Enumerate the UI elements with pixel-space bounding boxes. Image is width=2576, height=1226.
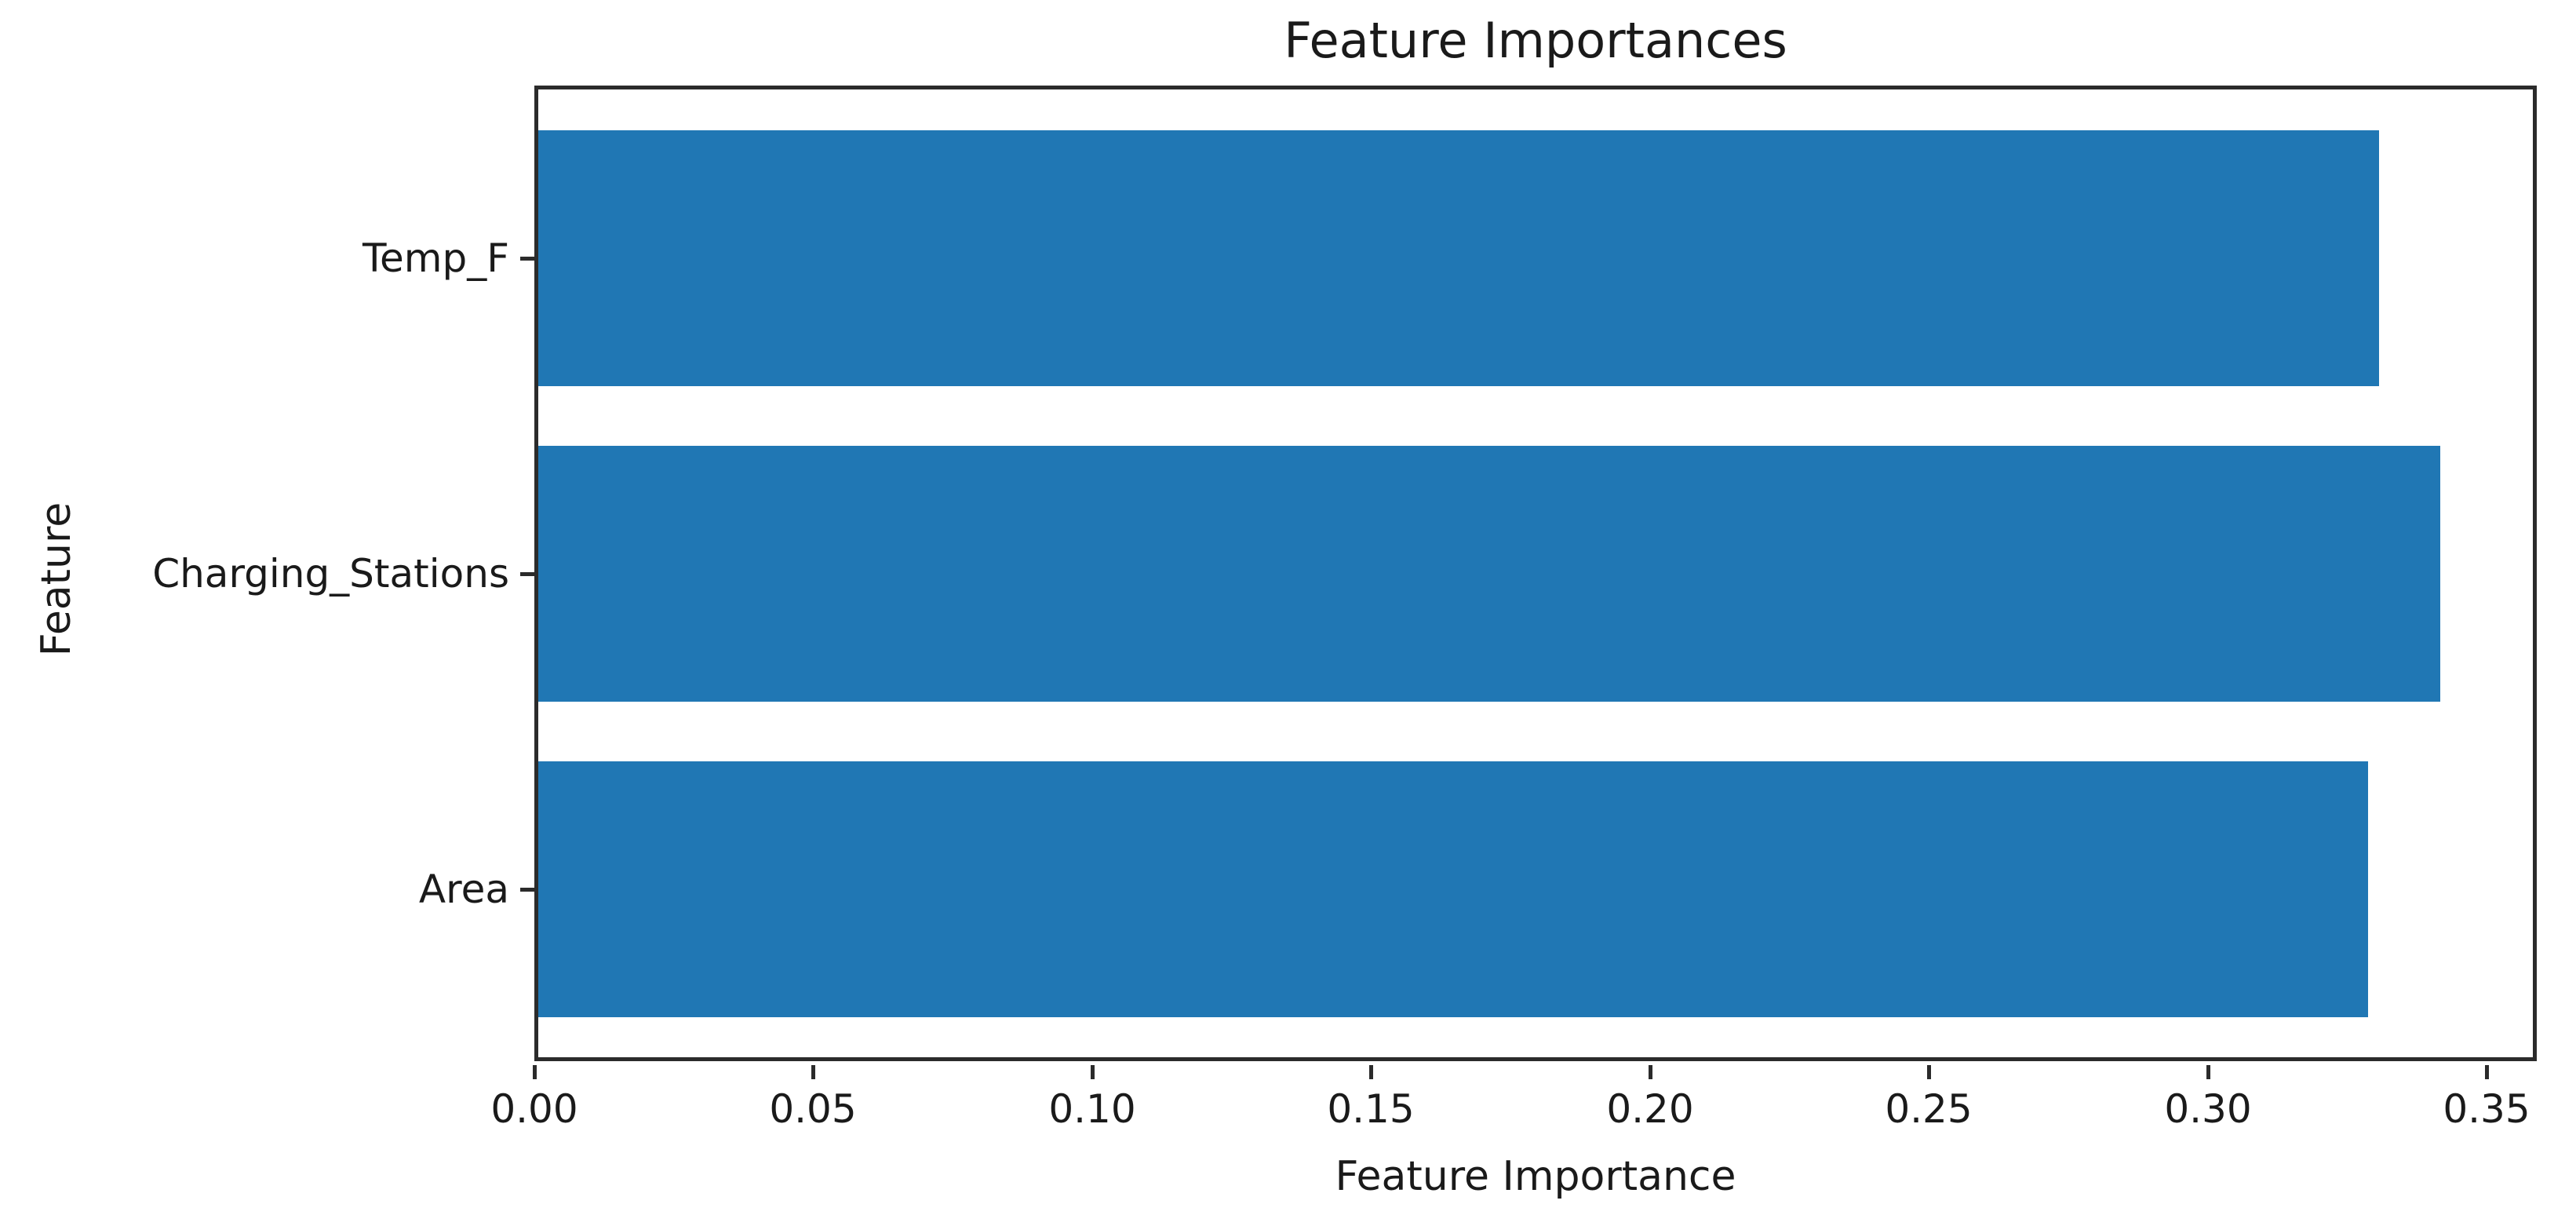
x-tick-mark	[2485, 1065, 2489, 1079]
y-tick-label-area: Area	[418, 866, 509, 912]
x-tick-label-0.35: 0.35	[2443, 1086, 2530, 1132]
x-tick-mark	[811, 1065, 815, 1079]
x-tick-mark	[2206, 1065, 2210, 1079]
x-tick-mark	[1091, 1065, 1095, 1079]
y-tick-mark	[520, 256, 534, 261]
x-tick-mark	[1369, 1065, 1373, 1079]
x-tick-mark	[533, 1065, 537, 1079]
x-tick-mark	[1927, 1065, 1931, 1079]
y-tick-label-charging_stations: Charging_Stations	[152, 550, 509, 597]
x-tick-mark	[1649, 1065, 1652, 1079]
x-tick-label-0.20: 0.20	[1606, 1086, 1694, 1132]
x-tick-label-0.30: 0.30	[2164, 1086, 2252, 1132]
x-tick-label-0.05: 0.05	[769, 1086, 857, 1132]
y-tick-mark	[520, 887, 534, 892]
x-tick-label-0.00: 0.00	[490, 1086, 578, 1132]
plot-area	[534, 86, 2537, 1061]
y-tick-mark	[520, 571, 534, 576]
x-tick-label-0.10: 0.10	[1048, 1086, 1136, 1132]
x-axis-label: Feature Importance	[1335, 1153, 1736, 1200]
bar-charging_stations	[538, 445, 2440, 702]
x-tick-label-0.15: 0.15	[1327, 1086, 1415, 1132]
y-tick-label-temp_f: Temp_F	[362, 235, 509, 281]
bar-area	[538, 761, 2368, 1017]
chart-title: Feature Importances	[1284, 12, 1787, 69]
bar-temp_f	[538, 130, 2379, 386]
x-tick-label-0.25: 0.25	[1885, 1086, 1973, 1132]
